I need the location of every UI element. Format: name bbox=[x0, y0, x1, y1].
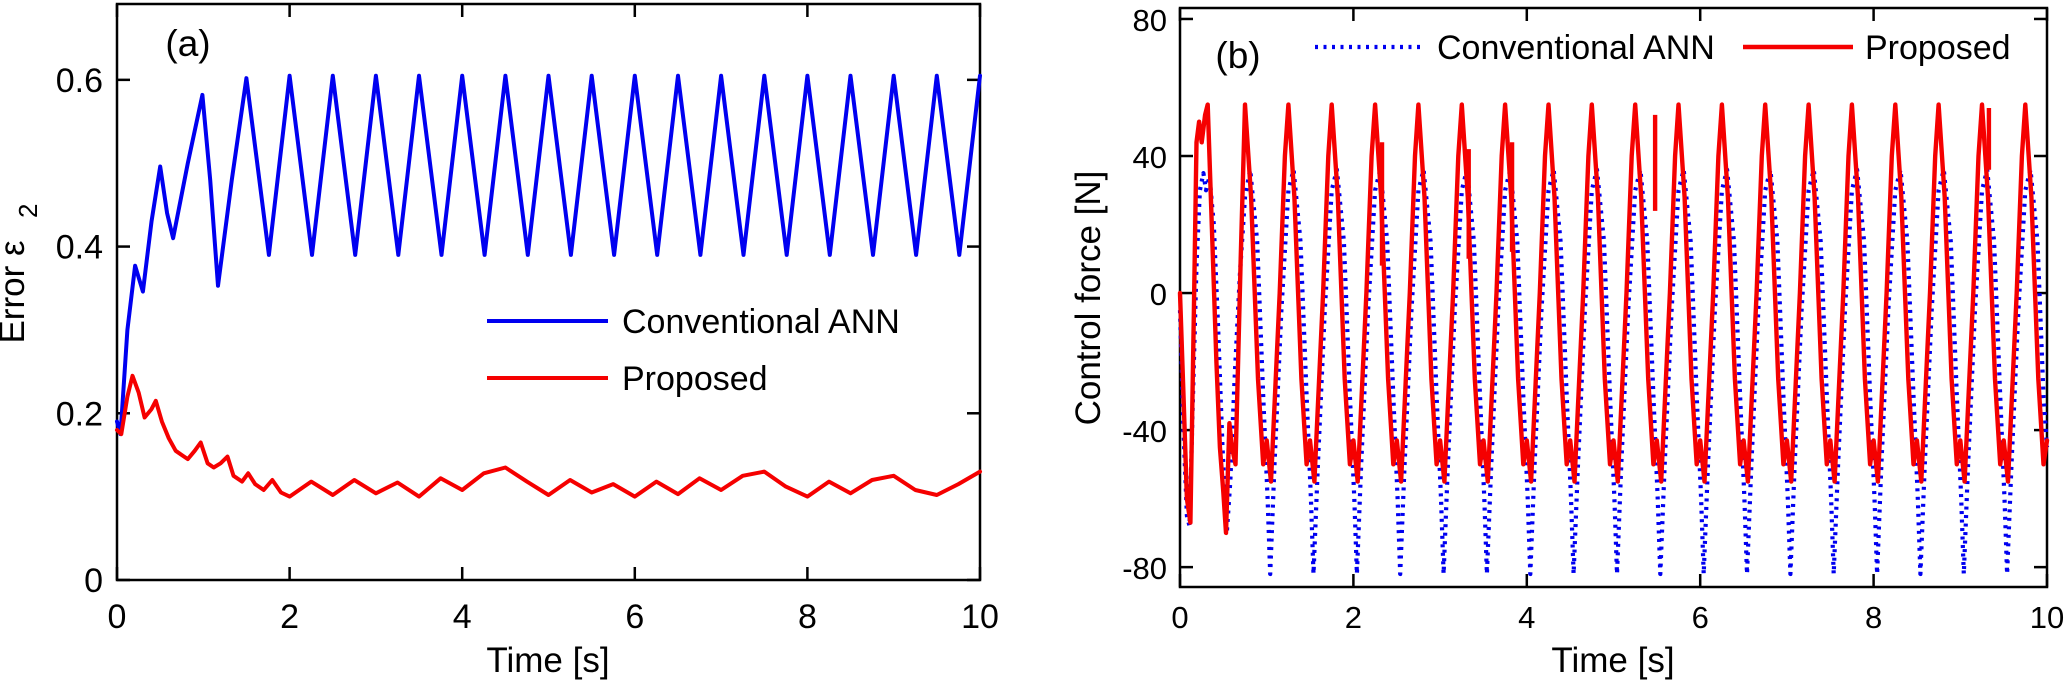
y-tick-label: 0.4 bbox=[56, 229, 103, 267]
legend-label-proposed: Proposed bbox=[1865, 29, 2011, 67]
series-line-proposed bbox=[1177, 102, 2050, 536]
y-tick-label: -40 bbox=[1122, 414, 1167, 449]
panel-b-legend: Conventional ANN Proposed bbox=[1315, 29, 2011, 67]
legend-label-proposed: Proposed bbox=[622, 360, 768, 398]
legend-label-conventional-ann: Conventional ANN bbox=[622, 303, 900, 341]
series-line-proposed bbox=[115, 373, 982, 499]
series-line-conventional-ann bbox=[1177, 167, 2050, 577]
panel-b: 0 2 4 6 8 10 -80 -40 0 40 80 (b) Time [s] Control … bbox=[1069, 3, 2064, 680]
x-tick-label: 8 bbox=[1865, 600, 1882, 635]
panel-b-y-axis-label-text: Control force [N] bbox=[1069, 171, 1108, 426]
panel-a-x-axis-label: Time [s] bbox=[486, 641, 609, 680]
legend-label-conventional-ann: Conventional ANN bbox=[1437, 29, 1715, 67]
y-tick-label: 0.6 bbox=[56, 62, 103, 100]
panel-a-legend: Conventional ANN Proposed bbox=[487, 303, 900, 398]
y-tick-label: 80 bbox=[1133, 3, 1167, 38]
panel-a-y-axis-label-subscript: 2 bbox=[13, 204, 43, 218]
panel-b-x-axis-label: Time [s] bbox=[1551, 641, 1674, 680]
plot-box bbox=[115, 2, 982, 582]
y-tick-label: 0 bbox=[1150, 277, 1167, 312]
x-tick-label: 0 bbox=[108, 598, 127, 636]
y-tick-label: 40 bbox=[1133, 140, 1167, 175]
x-tick-label: 10 bbox=[2030, 600, 2064, 635]
panel-a-y-axis-label: Error ε 2 bbox=[0, 204, 43, 344]
panel-b-y-axis-label: Control force [N] bbox=[1069, 171, 1108, 426]
x-tick-label: 4 bbox=[1518, 600, 1535, 635]
panel-b-tag: (b) bbox=[1215, 35, 1260, 76]
x-tick-label: 6 bbox=[625, 598, 644, 636]
series-line-conventional-ann bbox=[115, 73, 982, 437]
panel-a-y-axis-label-text: Error ε bbox=[0, 240, 32, 343]
x-tick-label: 6 bbox=[1692, 600, 1709, 635]
panel-a-tag: (a) bbox=[165, 23, 210, 64]
x-tick-label: 4 bbox=[453, 598, 472, 636]
y-tick-label: 0 bbox=[84, 562, 103, 600]
y-tick-label: -80 bbox=[1122, 551, 1167, 586]
x-tick-label: 10 bbox=[961, 598, 999, 636]
x-tick-label: 0 bbox=[1171, 600, 1188, 635]
y-tick-label: 0.2 bbox=[56, 395, 103, 433]
x-tick-label: 2 bbox=[1345, 600, 1362, 635]
x-tick-label: 2 bbox=[280, 598, 299, 636]
x-tick-label: 8 bbox=[798, 598, 817, 636]
panel-a: 0 2 4 6 8 10 0 0.2 0.4 0.6 (a) Time [s] Error ε 2… bbox=[0, 2, 999, 680]
